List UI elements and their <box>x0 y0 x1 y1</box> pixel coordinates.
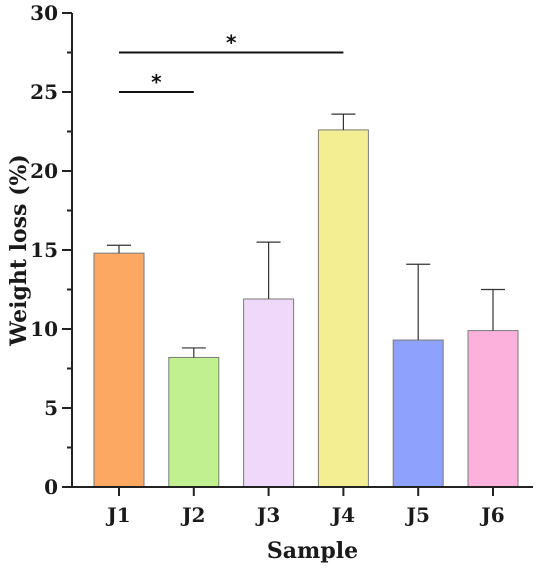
significance-star: * <box>151 70 162 94</box>
y-axis-title: Weight loss (%) <box>6 154 32 347</box>
y-tick-label: 10 <box>30 317 58 341</box>
x-tick-label: J5 <box>405 503 430 527</box>
bar-j2 <box>168 356 220 488</box>
significance-star: * <box>226 31 237 55</box>
y-axis-ticks: 0 5 10 15 20 25 30 <box>30 1 72 499</box>
error-bars <box>107 113 505 358</box>
x-tick-label: J4 <box>330 503 355 527</box>
bars <box>93 129 519 488</box>
y-tick-label: 15 <box>30 238 58 262</box>
bar-j6 <box>467 330 519 488</box>
y-tick-label: 0 <box>44 475 58 499</box>
bar-j3 <box>243 298 295 488</box>
x-tick-label: J2 <box>180 503 205 527</box>
x-axis-ticks: J1 J2 J3 J4 J5 J6 <box>105 487 505 527</box>
y-tick-label: 20 <box>30 159 58 183</box>
bar-j1 <box>93 252 145 488</box>
bar-j5 <box>392 339 444 488</box>
y-tick-label: 30 <box>30 1 58 25</box>
y-tick-label: 25 <box>30 80 58 104</box>
x-tick-label: J6 <box>479 503 504 527</box>
x-axis-title: Sample <box>267 538 358 564</box>
y-tick-label: 5 <box>44 396 58 420</box>
x-tick-label: J3 <box>255 503 280 527</box>
significance-brackets: ** <box>119 31 344 94</box>
x-tick-label: J1 <box>105 503 130 527</box>
bar-j4 <box>317 129 369 488</box>
